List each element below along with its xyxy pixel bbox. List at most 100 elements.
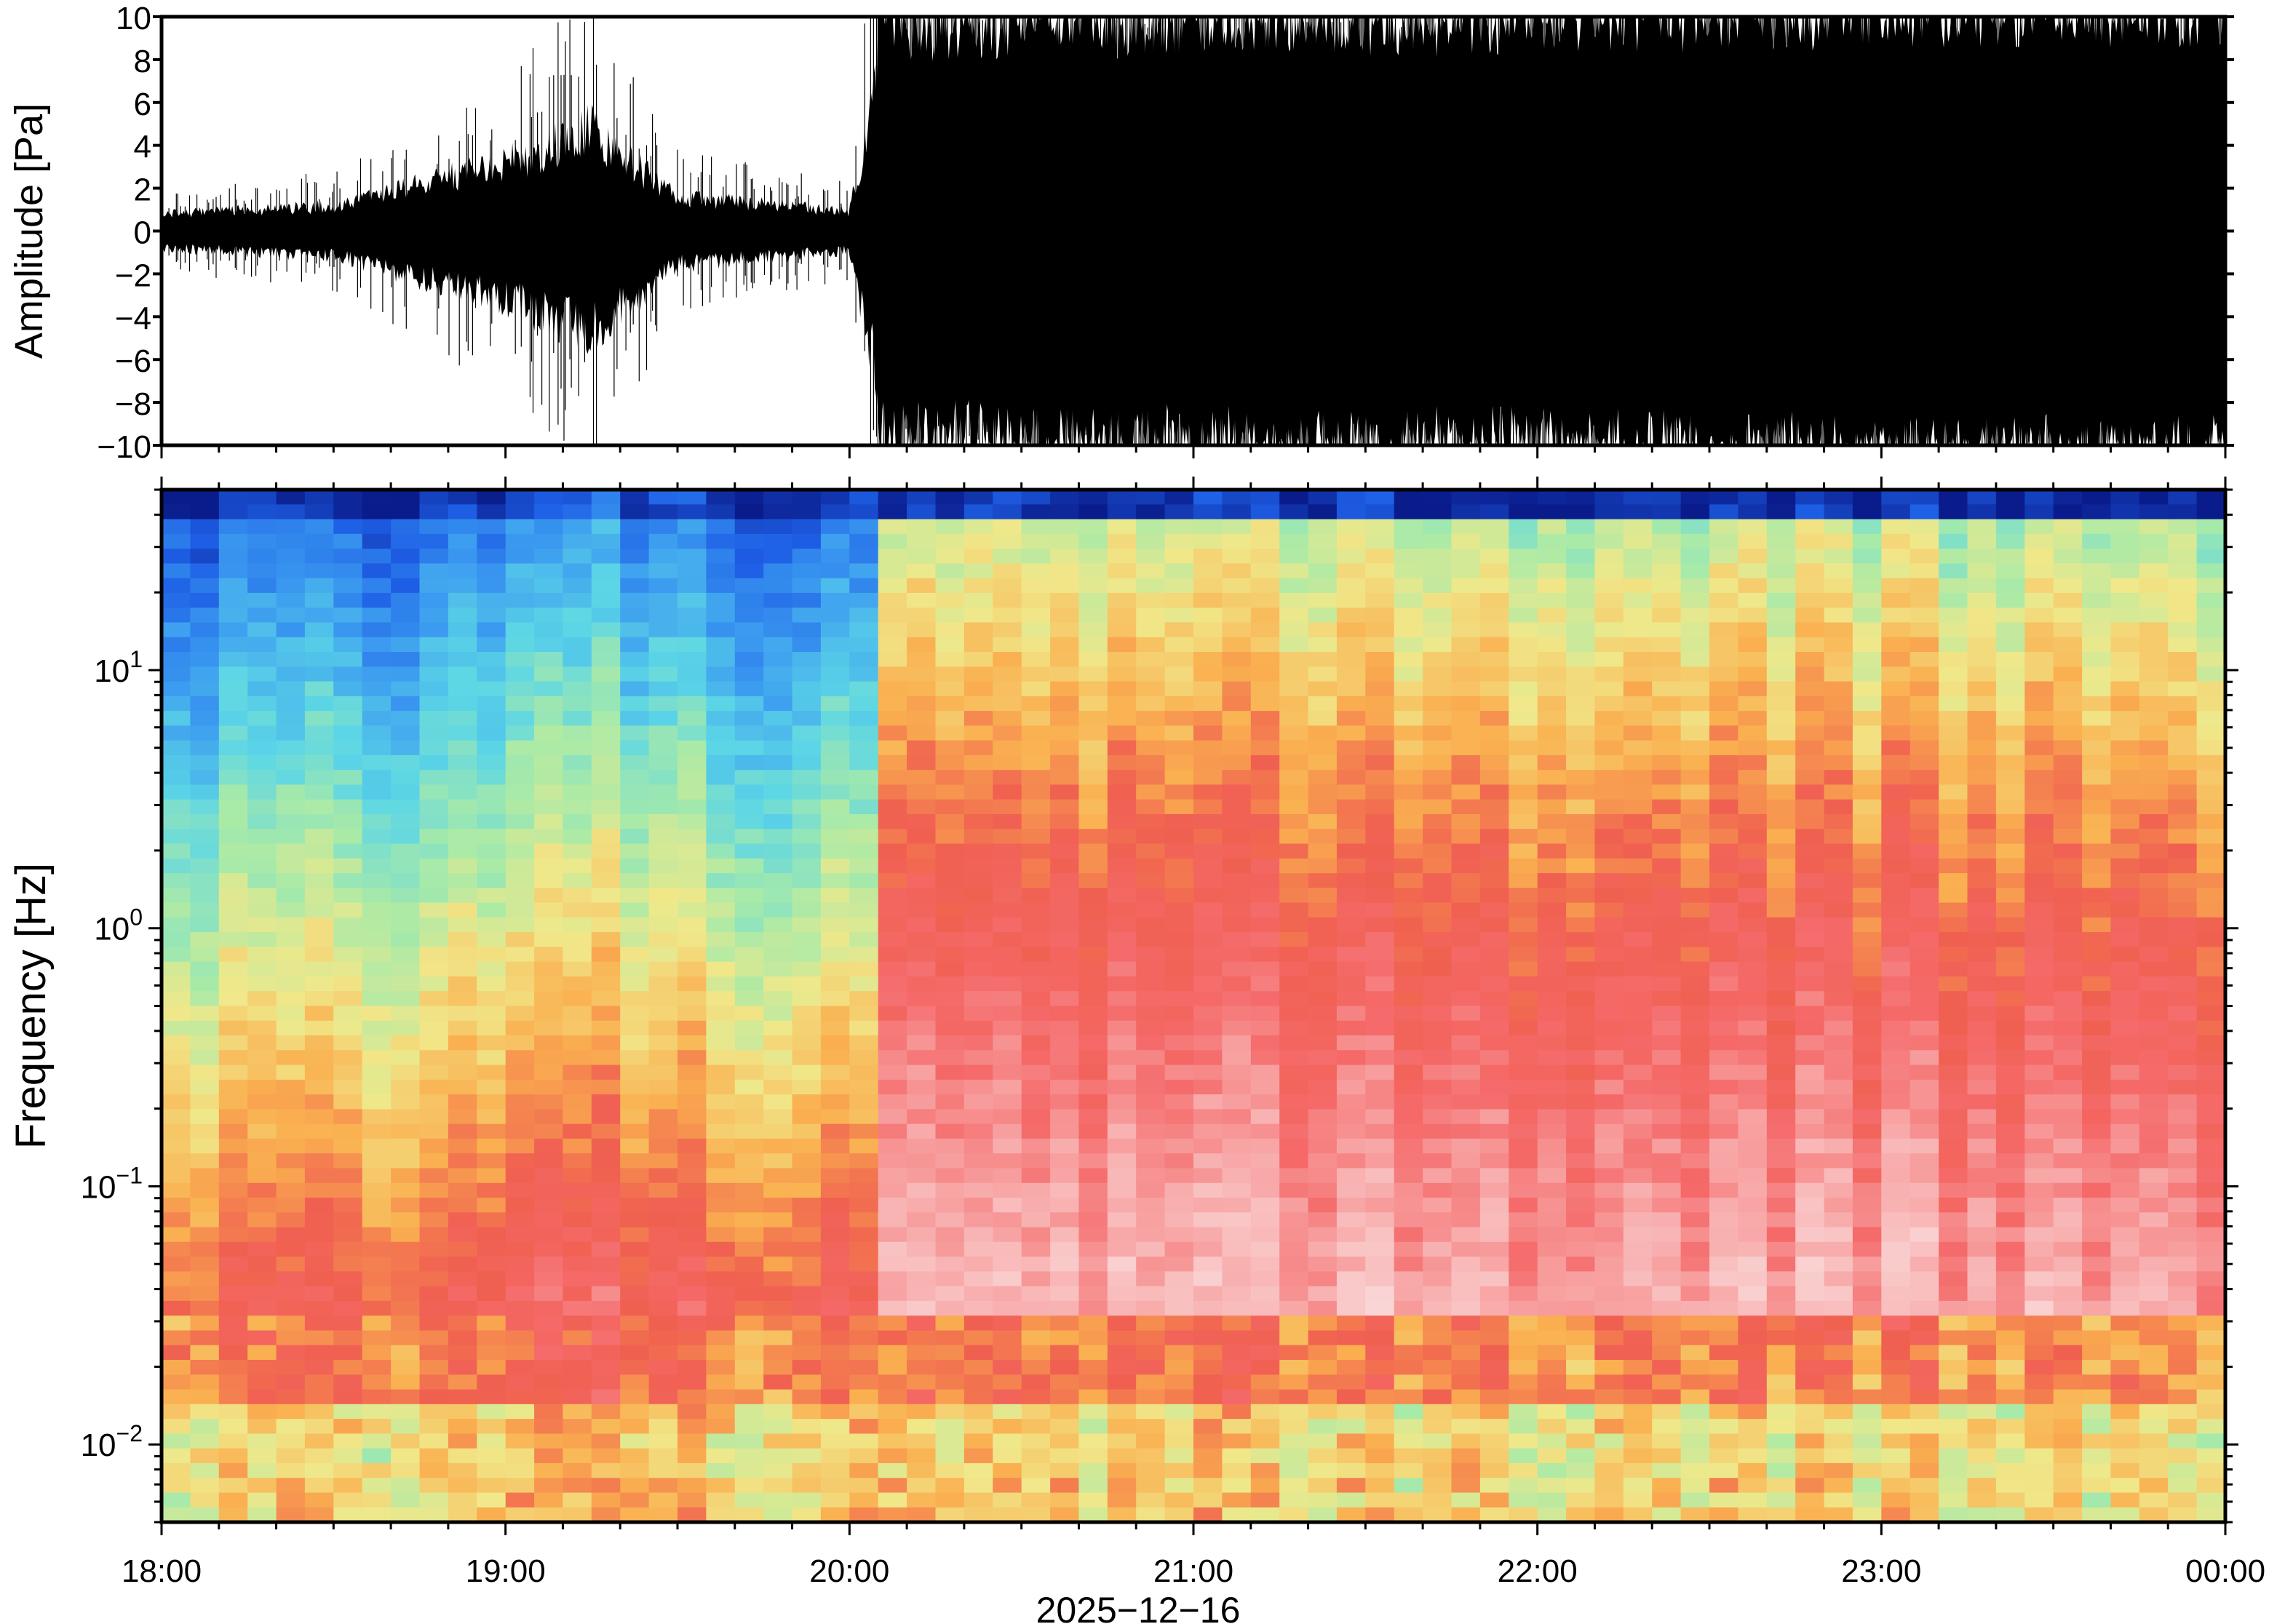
spectrogram-cell <box>878 1360 907 1376</box>
spectrogram-cell <box>1652 533 1682 549</box>
spectrogram-cell <box>706 740 736 756</box>
spectrogram-cell <box>820 829 851 845</box>
spectrogram-cell <box>591 1212 621 1228</box>
spectrogram-cell <box>591 1286 621 1302</box>
spectrogram-cell <box>1623 1123 1653 1139</box>
spectrogram-cell <box>1795 755 1825 771</box>
spectrogram-cell <box>935 681 965 697</box>
spectrogram-cell <box>1336 1389 1367 1405</box>
spectrogram-cell <box>1910 814 1939 830</box>
spectrogram-cell <box>1394 843 1423 859</box>
spectrogram-cell <box>648 1462 678 1478</box>
spectrogram-cell <box>362 1492 392 1508</box>
spectrogram-cell <box>963 1448 994 1464</box>
spectrogram-cell <box>1881 1374 1911 1390</box>
spectrogram-cell <box>1050 1271 1080 1287</box>
spectrogram-cell <box>1795 858 1825 874</box>
spectrogram-cell <box>993 873 1022 889</box>
spectrogram-cell <box>218 1198 248 1214</box>
spectrogram-cell <box>534 1198 564 1214</box>
spectrogram-cell <box>1939 1168 1968 1184</box>
spectrogram-cell <box>1910 504 1939 520</box>
spectrogram-cell <box>247 578 277 594</box>
spectrogram-cell <box>2168 696 2198 712</box>
spectrogram-cell <box>1193 1315 1223 1332</box>
spectrogram-cell <box>1910 1198 1939 1214</box>
spectrogram-cell <box>648 1006 678 1022</box>
spectrogram-cell <box>1680 1315 1710 1332</box>
spectrogram-cell <box>477 1198 506 1214</box>
spectrogram-cell <box>1451 858 1481 874</box>
spectrogram-cell <box>1709 504 1739 520</box>
spectrogram-cell <box>1365 1079 1395 1095</box>
spectrogram-cell <box>1164 902 1194 918</box>
spectrogram-cell <box>1164 1433 1194 1449</box>
spectrogram-cell <box>1566 1404 1596 1420</box>
spectrogram-cell <box>2110 755 2140 771</box>
spectrogram-cell <box>1308 1286 1338 1302</box>
spectrogram-cell <box>1594 755 1624 771</box>
spectrogram-cell <box>1078 829 1108 845</box>
spectrogram-cell <box>218 755 248 771</box>
spectrogram-cell <box>1795 725 1825 741</box>
spectrogram-cell <box>1509 563 1538 579</box>
spectrogram-cell <box>2139 976 2169 992</box>
spectrogram-cell <box>218 1404 248 1420</box>
spectrogram-cell <box>1939 666 1968 682</box>
spectrogram-cell <box>1250 533 1280 549</box>
spectrogram-cell <box>1967 1330 1997 1346</box>
spectrogram-cell <box>190 1389 220 1405</box>
spectrogram-cell <box>505 1109 535 1125</box>
spectrogram-cell <box>448 592 478 608</box>
spectrogram-cell <box>1910 608 1939 624</box>
spectrogram-cell <box>1738 1182 1768 1198</box>
spectrogram-cell <box>190 1020 220 1036</box>
spectrogram-cell <box>2024 932 2054 948</box>
spectrogram-cell <box>162 1006 191 1022</box>
spectrogram-cell <box>162 666 191 682</box>
spectrogram-cell <box>477 563 506 579</box>
spectrogram-cell <box>1021 1345 1051 1361</box>
spectrogram-cell <box>477 666 506 682</box>
spectrogram-cell <box>1910 1094 1939 1110</box>
spectrogram-cell <box>1107 637 1137 653</box>
spectrogram-cell <box>1451 519 1481 535</box>
spectrogram-cell <box>2024 873 2054 889</box>
spectrogram-cell <box>505 1227 535 1243</box>
spectrogram-cell <box>1107 961 1137 977</box>
spectrogram-cell <box>391 784 421 800</box>
spectrogram-cell <box>1766 1315 1796 1332</box>
spectrogram-cell <box>362 652 392 668</box>
spectrogram-cell <box>1738 1286 1768 1302</box>
spectrogram-cell <box>1824 932 1853 948</box>
spectrogram-cell <box>505 1079 535 1095</box>
spectrogram-cell <box>362 1315 392 1332</box>
spectrogram-cell <box>963 1035 994 1051</box>
spectrogram-cell <box>2168 755 2198 771</box>
spectrogram-cell <box>2024 725 2054 741</box>
spectrogram-cell <box>1623 1138 1653 1154</box>
spectrogram-cell <box>1566 1345 1596 1361</box>
spectrogram-cell <box>1423 519 1453 535</box>
spectrogram-cell <box>391 1300 421 1316</box>
spectrogram-cell <box>2110 1492 2140 1508</box>
spectrogram-cell <box>1336 1315 1367 1332</box>
spectrogram-cell <box>993 1153 1022 1169</box>
spectrogram-cell <box>391 725 421 741</box>
spectrogram-cell <box>1451 681 1481 697</box>
spectrogram-cell <box>2139 563 2169 579</box>
spectrogram-cell <box>1509 549 1538 565</box>
spectrogram-cell <box>907 681 937 697</box>
spectrogram-cell <box>792 947 822 963</box>
spectrogram-cell <box>1795 1020 1825 1036</box>
spectrogram-cell <box>1050 1212 1080 1228</box>
spectrogram-cell <box>1566 681 1596 697</box>
spectrogram-cell <box>878 1300 907 1316</box>
spectrogram-cell <box>878 829 907 845</box>
spectrogram-cell <box>477 1345 506 1361</box>
spectrogram-cell <box>734 1153 764 1169</box>
spectrogram-cell <box>1164 843 1194 859</box>
spectrogram-cell <box>734 578 764 594</box>
spectrogram-cell <box>1136 711 1166 727</box>
spectrogram-cell <box>1852 873 1883 889</box>
